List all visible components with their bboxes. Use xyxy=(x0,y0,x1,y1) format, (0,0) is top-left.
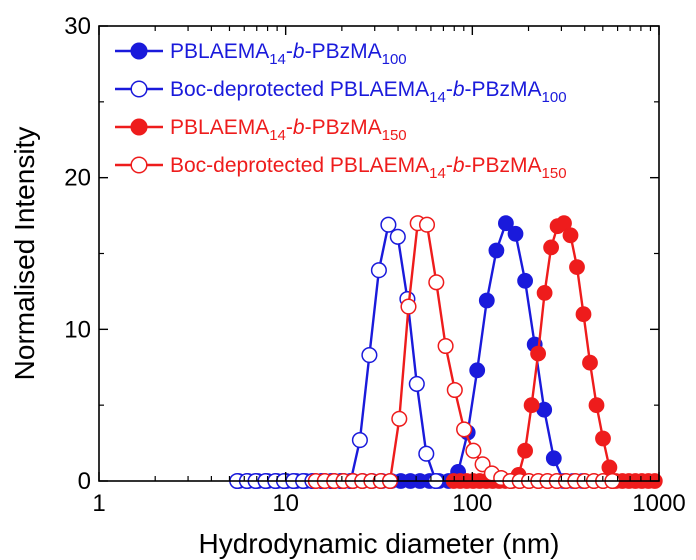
y-tick-label: 20 xyxy=(64,165,91,192)
series-3-point xyxy=(530,345,546,362)
x-axis-label: Hydrodynamic diameter (nm) xyxy=(199,528,560,559)
series-2-point xyxy=(380,216,397,233)
legend-label-part: - xyxy=(446,154,453,177)
y-axis-label: Normalised Intensity xyxy=(9,127,40,381)
x-tick-label: 1 xyxy=(92,490,105,517)
series-1-point xyxy=(469,362,486,379)
series-1-point xyxy=(488,242,505,259)
legend-item-2: Boc-deprotected PBLAEMA14-b-PBzMA100 xyxy=(115,78,567,106)
legend-label-part: - xyxy=(286,116,293,139)
legend-label-part: 14 xyxy=(429,165,446,182)
legend-marker xyxy=(130,80,148,98)
legend-label-part: Boc-deprotected PBLAEMA xyxy=(170,154,429,177)
series-4-point xyxy=(391,410,408,427)
legend-label-part: - xyxy=(446,78,453,101)
series-1-point xyxy=(545,450,562,467)
series-3-point xyxy=(523,397,540,414)
series-4-point xyxy=(437,337,454,355)
series-2-point xyxy=(361,347,378,364)
legend-label-part: - xyxy=(286,40,293,63)
series-3-point xyxy=(595,430,611,447)
legend-marker xyxy=(130,118,148,136)
axis-layer: 1 10 100 1000 0 10 20 30 xyxy=(64,13,685,517)
series-3-point xyxy=(582,354,598,371)
series-3-point xyxy=(556,215,572,232)
series-2-point xyxy=(370,262,387,279)
series-2-point xyxy=(389,228,406,245)
x-tick-label: 10 xyxy=(272,490,299,517)
legend-label-part: -PBzMA xyxy=(465,78,542,101)
legend-label-part: 100 xyxy=(382,51,407,68)
series-1-point xyxy=(478,292,495,309)
plot-area: 1 10 100 1000 0 10 20 30 xyxy=(64,13,685,517)
legend-label-part: b xyxy=(453,154,465,177)
series-4-point xyxy=(428,274,445,291)
legend-label-part: Boc-deprotected PBLAEMA xyxy=(170,78,429,101)
series-3-point xyxy=(562,227,579,244)
legend-label-part: 100 xyxy=(542,89,567,106)
series-4-point xyxy=(400,298,417,315)
legend-label-part: PBLAEMA xyxy=(170,40,269,63)
x-tick-label: 100 xyxy=(452,490,492,517)
series-3-point xyxy=(569,259,585,276)
series-3-point xyxy=(601,459,618,476)
legend-label: PBLAEMA14-b-PBzMA100 xyxy=(170,40,407,68)
legend-label-part: b xyxy=(293,40,305,63)
legend-label-part: -PBzMA xyxy=(305,40,382,63)
series-3-point xyxy=(575,306,592,323)
legend-label: Boc-deprotected PBLAEMA14-b-PBzMA150 xyxy=(170,154,567,182)
legend-label: Boc-deprotected PBLAEMA14-b-PBzMA100 xyxy=(170,78,567,106)
series-4-point xyxy=(418,216,436,233)
y-tick-label: 10 xyxy=(64,316,91,343)
series-3-point xyxy=(543,239,559,256)
series-2-point xyxy=(351,432,368,449)
legend-label-part: b xyxy=(293,116,305,139)
legend-label-part: PBLAEMA xyxy=(170,116,269,139)
legend-item-1: PBLAEMA14-b-PBzMA100 xyxy=(115,40,407,68)
legend-label: PBLAEMA14-b-PBzMA150 xyxy=(170,116,407,144)
legend-label-part: -PBzMA xyxy=(465,154,542,177)
legend-item-4: Boc-deprotected PBLAEMA14-b-PBzMA150 xyxy=(115,154,567,182)
legend-marker xyxy=(130,42,148,60)
series-2-point xyxy=(418,445,435,462)
legend-marker xyxy=(130,156,148,174)
legend-label-part: 150 xyxy=(382,127,407,144)
series-1-point xyxy=(498,215,514,232)
series-4-point xyxy=(456,421,473,438)
legend-label-part: 14 xyxy=(429,89,446,106)
x-tick-label: 1000 xyxy=(632,490,685,517)
series-1-point xyxy=(517,272,533,289)
legend-label-part: 14 xyxy=(269,127,286,144)
series-3-point xyxy=(517,442,533,459)
series-3-point xyxy=(588,397,605,414)
legend-label-part: 150 xyxy=(542,165,567,182)
legend-label-part: b xyxy=(453,78,465,101)
legend-item-3: PBLAEMA14-b-PBzMA150 xyxy=(115,116,407,144)
series-1-point xyxy=(507,225,524,242)
y-tick-label: 30 xyxy=(64,13,91,40)
series-3-point xyxy=(536,285,553,301)
series-4-point xyxy=(446,381,463,399)
y-tick-label: 0 xyxy=(78,468,91,495)
series-4-point xyxy=(465,442,482,459)
legend-label-part: -PBzMA xyxy=(305,116,382,139)
series-2-point xyxy=(408,375,425,392)
legend-label-part: 14 xyxy=(269,51,286,68)
